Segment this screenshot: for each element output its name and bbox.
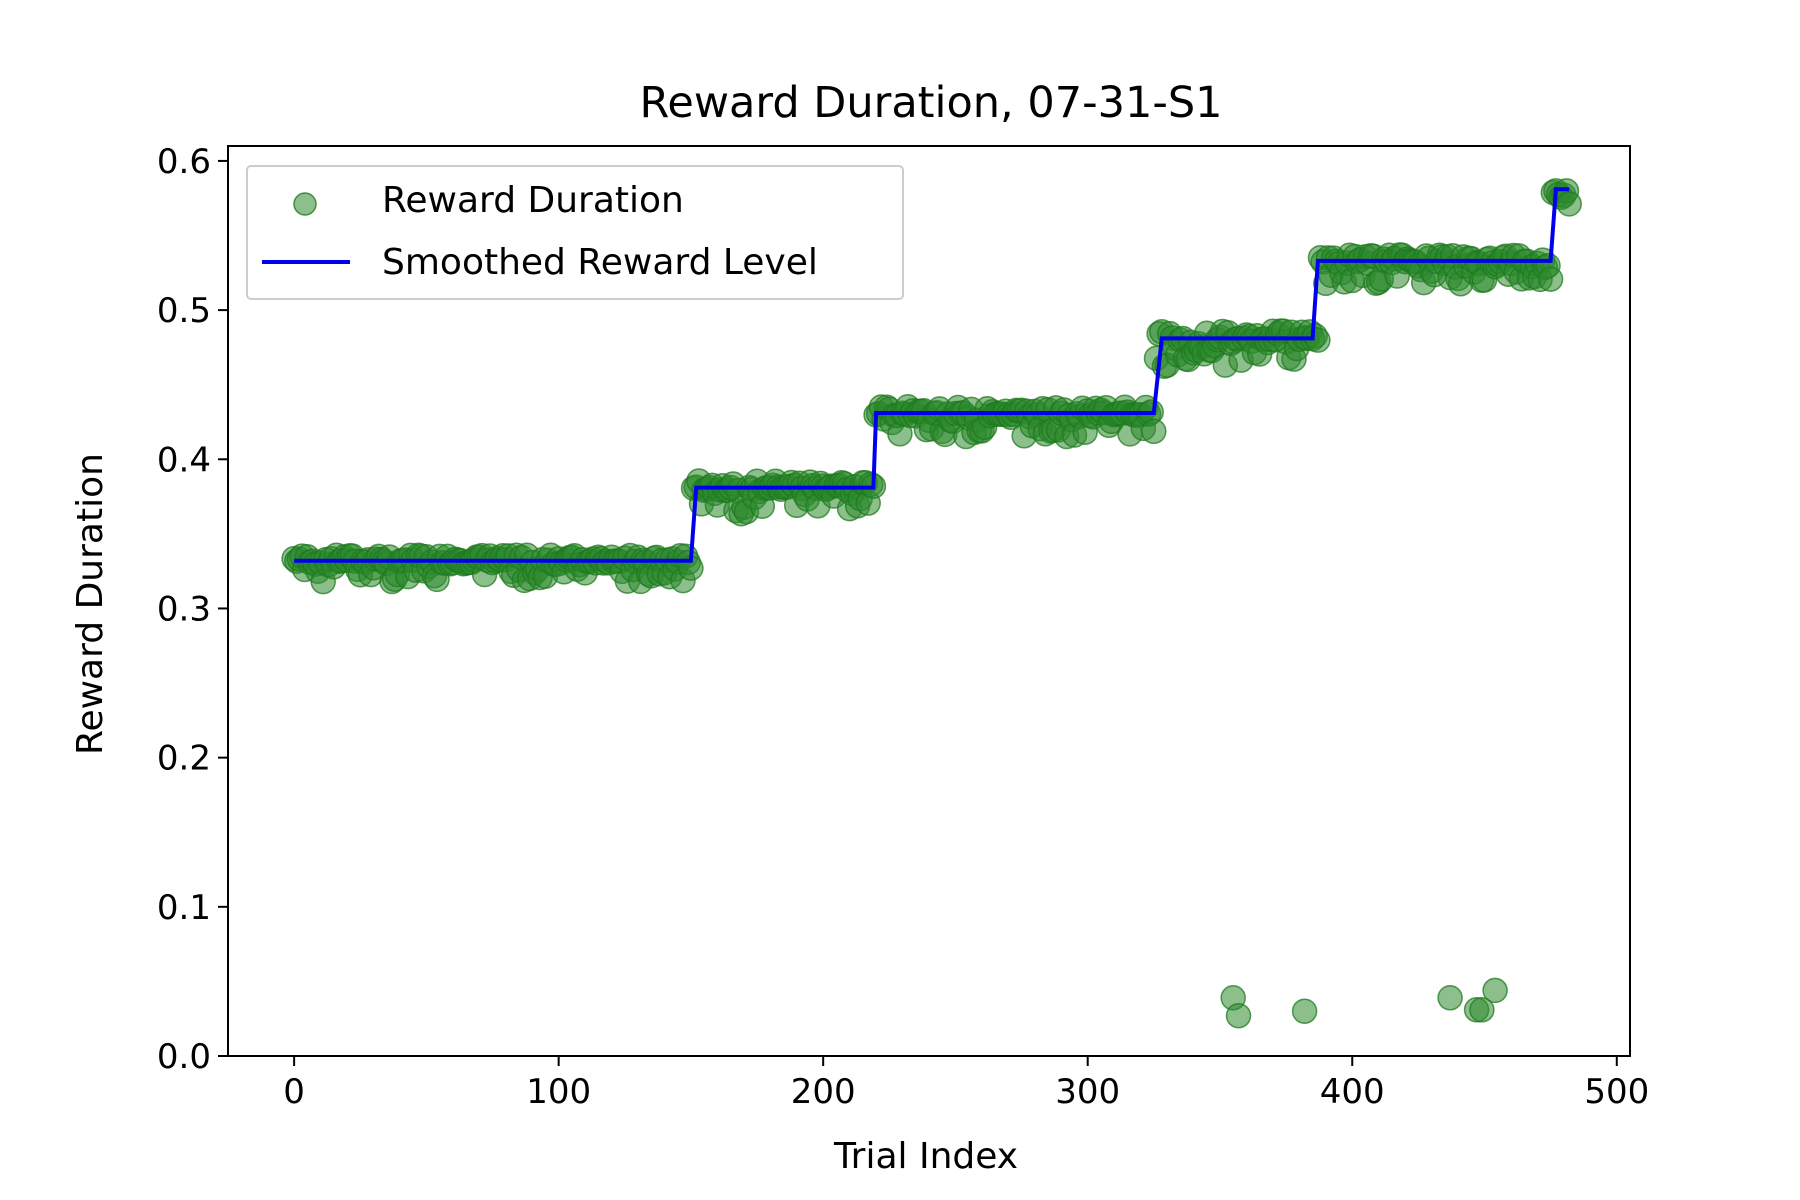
x-tick-label: 300 bbox=[1055, 1072, 1120, 1112]
x-tick-label: 400 bbox=[1320, 1072, 1385, 1112]
legend: Reward Duration Smoothed Reward Level bbox=[246, 165, 904, 300]
plot-area bbox=[281, 178, 1582, 1029]
scatter-point bbox=[1141, 418, 1167, 445]
x-tick-label: 100 bbox=[526, 1072, 591, 1112]
chart-title: Reward Duration, 07-31-S1 bbox=[639, 78, 1222, 128]
y-tick-label: 0.2 bbox=[157, 739, 211, 779]
scatter-point bbox=[1225, 1002, 1252, 1029]
scatter-point bbox=[1556, 191, 1582, 217]
legend-marker-reward-duration bbox=[293, 192, 317, 216]
legend-label-smoothed: Smoothed Reward Level bbox=[382, 242, 818, 283]
y-tick-label: 0.5 bbox=[157, 291, 211, 331]
y-tick-label: 0.1 bbox=[157, 888, 211, 928]
y-tick-label: 0.6 bbox=[157, 142, 211, 182]
y-axis-label: Reward Duration bbox=[70, 453, 111, 755]
y-tick-label: 0.0 bbox=[157, 1037, 211, 1077]
scatter-point bbox=[1482, 977, 1508, 1004]
axes: 0 100 200 300 400 500 0.0 0.1 0.2 0.3 0.4 0.5 0.6 bbox=[157, 142, 1649, 1112]
x-tick-label: 0 bbox=[283, 1072, 305, 1112]
scatter-point bbox=[1437, 985, 1463, 1011]
scatter-point bbox=[1291, 998, 1318, 1024]
x-axis-label: Trial Index bbox=[833, 1136, 1018, 1177]
legend-label-reward-duration: Reward Duration bbox=[382, 180, 684, 221]
legend-box bbox=[246, 165, 904, 300]
scatter-point bbox=[1469, 997, 1495, 1023]
y-tick-label: 0.3 bbox=[157, 589, 211, 629]
line-series-smoothed-reward-level bbox=[294, 187, 1570, 563]
x-tick-label: 500 bbox=[1584, 1072, 1649, 1112]
scatter-point bbox=[1537, 266, 1564, 292]
plot-frame bbox=[227, 145, 1631, 1057]
y-tick-label: 0.4 bbox=[157, 440, 211, 480]
x-tick-label: 200 bbox=[791, 1072, 856, 1112]
scatter-series-reward-duration bbox=[281, 178, 1582, 1029]
